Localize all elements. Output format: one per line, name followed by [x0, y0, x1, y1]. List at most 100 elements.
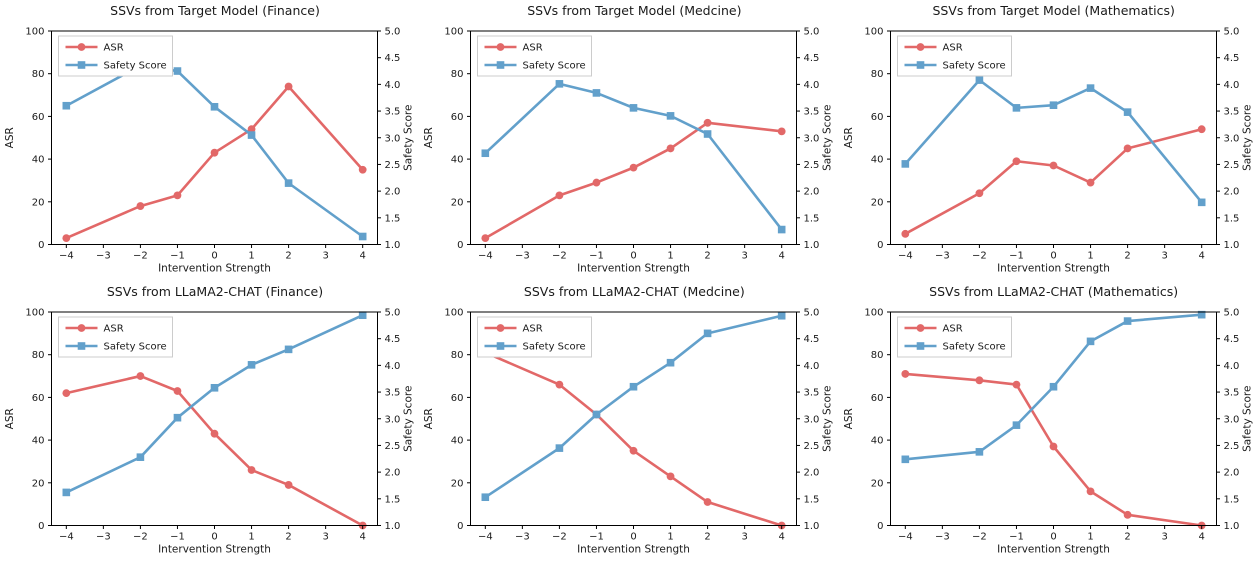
x-axis-label: Intervention Strength	[158, 543, 271, 555]
legend-box	[477, 35, 593, 77]
y-tick-label-right: 2.0	[385, 467, 401, 478]
x-tick-label: 0	[1050, 531, 1056, 542]
y-tick-label-right: 4.0	[385, 360, 401, 371]
x-tick-label: −1	[589, 531, 604, 542]
safety-score-series	[62, 310, 367, 496]
y-axis-label-right: Safety Score	[403, 105, 415, 171]
safety-score-marker	[210, 383, 219, 392]
y-tick-label-right: 2.5	[804, 160, 820, 171]
x-tick-label: 4	[779, 251, 785, 262]
safety-score-marker	[975, 76, 983, 84]
y-tick-label-right: 1.0	[1223, 240, 1239, 251]
safety-score-marker	[555, 80, 564, 88]
asr-marker	[247, 465, 256, 474]
safety-score-marker	[975, 447, 983, 456]
legend-asr-marker	[496, 43, 505, 51]
y-axis-label-left: ASR	[4, 408, 16, 429]
legend-label: ASR	[942, 323, 962, 334]
asr-line	[484, 350, 784, 527]
x-axis-label: Intervention Strength	[997, 263, 1110, 275]
safety-score-marker	[1123, 108, 1132, 116]
safety-score-marker	[592, 89, 601, 97]
x-axis-label: Intervention Strength	[158, 263, 271, 275]
x-tick-label: 1	[1087, 531, 1093, 542]
y-tick-label-right: 1.0	[804, 521, 820, 532]
x-axis-label: Intervention Strength	[577, 263, 690, 275]
y-tick-label-right: 4.5	[804, 334, 820, 345]
y-tick-label-right: 1.0	[385, 521, 401, 532]
asr-line	[65, 374, 364, 527]
safety-score-marker	[62, 488, 71, 496]
safety-score-marker	[1012, 420, 1020, 429]
legend-label: Safety Score	[104, 61, 167, 72]
y-tick-label-right: 2.5	[1223, 440, 1239, 451]
y-tick-label-left: 80	[451, 350, 464, 361]
chart-title: SSVs from LLaMA2-CHAT (Mathematics)	[929, 283, 1179, 299]
y-tick-label-left: 40	[451, 435, 464, 446]
safety-score-marker	[667, 358, 675, 367]
y-tick-label-right: 2.5	[1223, 160, 1239, 171]
legend-asr-marker	[916, 43, 925, 51]
legend-label: ASR	[523, 323, 543, 334]
y-tick-label-right: 4.0	[804, 80, 820, 91]
legend-label: ASR	[104, 43, 124, 54]
x-tick-label: 2	[285, 251, 291, 262]
y-axis-label-left: ASR	[843, 127, 855, 148]
y-tick-label-left: 0	[38, 240, 44, 251]
chart-canvas-target-mathematics: −4 −3 −2 −1 0 1 2 3 40204060801001.01.52.02.53.0…	[843, 27, 1254, 275]
x-tick-label: −1	[170, 531, 185, 542]
legend-asr-marker	[916, 323, 925, 332]
chart-cell-llama2-medcine: SSVs from LLaMA2-CHAT (Medcine) −4 −3 −2 −1…	[419, 281, 838, 561]
legend-label: Safety Score	[104, 341, 167, 352]
legend-box	[58, 35, 173, 77]
x-tick-label: −4	[59, 251, 74, 262]
y-tick-label-right: 3.0	[804, 133, 820, 144]
y-axis-label-right: Safety Score	[1241, 105, 1253, 171]
legend-box	[58, 316, 173, 357]
chart-canvas-llama2-medcine: −4 −3 −2 −1 0 1 2 3 40204060801001.01.52.02.53.0…	[423, 307, 834, 555]
y-axis-label-left: ASR	[423, 408, 435, 429]
safety-score-series	[481, 80, 786, 234]
x-tick-label: 3	[742, 251, 748, 262]
asr-marker	[1012, 380, 1021, 388]
y-tick-label-right: 2.0	[804, 187, 820, 198]
y-tick-label-right: 3.5	[1223, 387, 1239, 398]
asr-marker	[358, 165, 367, 174]
x-tick-label: 3	[1161, 531, 1167, 542]
chart-title: SSVs from Target Model (Medcine)	[527, 3, 742, 18]
y-tick-label-right: 4.5	[804, 53, 820, 64]
y-tick-label-right: 3.0	[1223, 133, 1239, 144]
y-tick-label-right: 1.5	[385, 213, 401, 224]
legend-safety-marker	[916, 341, 924, 350]
asr-marker	[901, 229, 909, 238]
safety-score-marker	[284, 345, 293, 353]
safety-score-marker	[555, 443, 564, 452]
y-tick-label-right: 2.0	[804, 467, 820, 478]
x-tick-label: 2	[705, 531, 711, 542]
y-tick-label-right: 5.0	[1223, 27, 1239, 38]
chart-title: SSVs from Target Model (Finance)	[110, 3, 320, 18]
asr-marker	[592, 178, 601, 187]
x-tick-label: 0	[631, 251, 637, 262]
x-tick-label: 4	[1198, 251, 1204, 262]
y-tick-label-left: 40	[32, 435, 45, 446]
safety-score-marker	[481, 492, 490, 501]
y-tick-label-right: 4.5	[385, 334, 401, 345]
y-tick-label-left: 60	[451, 392, 464, 403]
y-tick-label-right: 2.5	[385, 440, 401, 451]
y-tick-label-left: 20	[32, 478, 45, 489]
y-tick-label-left: 80	[451, 69, 464, 80]
y-tick-label-left: 60	[870, 392, 883, 403]
x-tick-label: −1	[589, 251, 604, 262]
asr-line	[903, 127, 1203, 236]
asr-marker	[136, 371, 145, 380]
x-tick-label: 0	[211, 251, 217, 262]
asr-marker	[975, 375, 983, 384]
legend: ASR Safety Score	[58, 316, 173, 357]
y-tick-label-left: 60	[32, 392, 45, 403]
legend-safety-marker	[497, 341, 505, 350]
safety-score-marker	[247, 360, 256, 369]
y-tick-label-left: 80	[870, 69, 883, 80]
x-tick-label: −2	[972, 251, 987, 262]
safety-score-marker	[173, 413, 182, 421]
